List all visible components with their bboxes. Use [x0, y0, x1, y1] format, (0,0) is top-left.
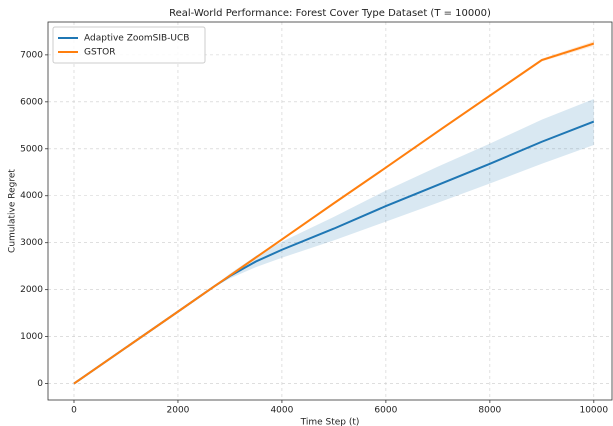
x-tick-label: 2000 [167, 406, 190, 416]
y-tick-label: 7000 [20, 50, 43, 60]
y-tick-label: 0 [37, 379, 43, 389]
y-tick-label: 5000 [20, 144, 43, 154]
x-tick-label: 4000 [270, 406, 293, 416]
y-tick-label: 1000 [20, 332, 43, 342]
y-axis-label: Cumulative Regret [8, 169, 18, 253]
x-tick-label: 10000 [579, 406, 608, 416]
x-axis-label: Time Step (t) [300, 418, 360, 426]
confidence-band [73, 41, 594, 384]
legend-box [52, 26, 206, 64]
x-tick-label: 6000 [374, 406, 397, 416]
chart-title: Real-World Performance: Forest Cover Typ… [169, 8, 491, 19]
line [73, 42, 595, 385]
plot-frame [47, 21, 613, 401]
y-tick-label: 4000 [20, 191, 43, 201]
y-tick-label: 6000 [20, 97, 43, 107]
legend-label: GSTOR [84, 48, 116, 58]
y-tick-label: 3000 [20, 238, 43, 248]
confidence-band [73, 99, 594, 384]
x-tick-label: 0 [71, 406, 77, 416]
y-tick-label: 2000 [20, 285, 43, 295]
x-tick-label: 8000 [478, 406, 501, 416]
legend-label: Adaptive ZoomSIB-UCB [84, 34, 189, 44]
